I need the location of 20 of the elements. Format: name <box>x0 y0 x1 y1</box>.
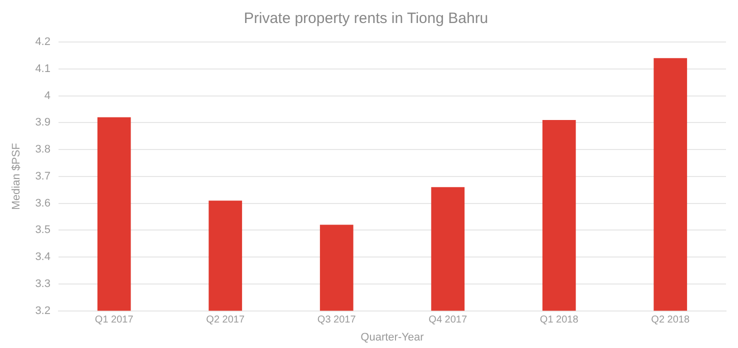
y-axis-title: Median $PSF <box>10 142 23 210</box>
x-tick-label: Q2 2017 <box>206 314 245 326</box>
y-tick-label: 3.5 <box>35 224 50 236</box>
y-tick-label: 4 <box>44 90 50 102</box>
y-tick-label: 3.3 <box>35 278 50 290</box>
y-tick-label: 3.2 <box>35 304 50 317</box>
x-axis-title: Quarter-Year <box>360 331 424 344</box>
x-tick-label: Q1 2018 <box>540 314 579 326</box>
x-tick-label: Q1 2017 <box>94 314 134 326</box>
y-tick-label: 3.4 <box>35 251 50 264</box>
y-tick-label: 3.9 <box>35 116 50 129</box>
x-tick-label: Q2 2018 <box>651 314 690 326</box>
y-tick-label: 4.2 <box>35 36 50 48</box>
y-tick-label: 3.7 <box>35 170 50 182</box>
y-tick-label: 3.8 <box>35 144 50 156</box>
x-tick-label: Q4 2017 <box>428 314 468 326</box>
y-tick-label: 3.6 <box>35 197 50 210</box>
x-tick-label: Q3 2017 <box>317 314 356 326</box>
chart-title: Private property rents in Tiong Bahru <box>244 10 488 28</box>
y-tick-label: 4.1 <box>35 62 50 75</box>
